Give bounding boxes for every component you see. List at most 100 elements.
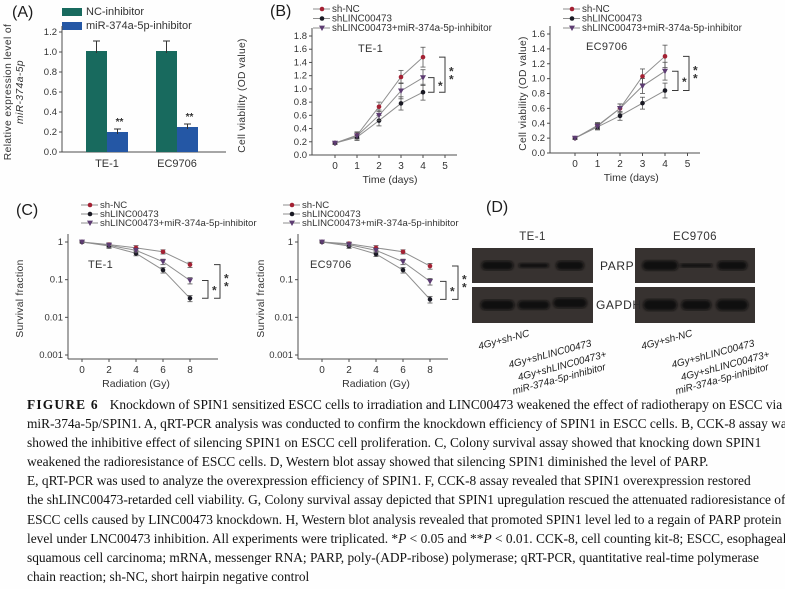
y-tick-label: 0.6 [44, 87, 57, 98]
y-axis-label: Survival fraction [15, 259, 26, 337]
x-tick-label: 4 [133, 365, 139, 376]
caption-text: P [483, 530, 492, 546]
x-tick-label: 3 [398, 161, 404, 172]
y-tick-label: 0.6 [532, 103, 545, 114]
data-point-circle [640, 74, 645, 79]
protein-band [556, 261, 585, 270]
significance-marker: * [224, 279, 229, 293]
significance-bracket [214, 264, 221, 299]
data-point-circle [662, 54, 668, 59]
data-point-circle [160, 249, 166, 255]
y-axis-label: Cell viability (OD value) [518, 36, 529, 151]
data-point-triangle [346, 242, 352, 248]
data-point-circle [569, 6, 575, 12]
data-point-triangle [373, 247, 379, 254]
significance-bracket [428, 77, 435, 93]
legend-label: shLINC00473 [302, 209, 361, 220]
panel-c-label: (C) [16, 202, 39, 219]
panel-a-bar-chart: NC-inhibitor miR-374a-5p-inhibitor 0.0 0.2 0… [3, 6, 226, 170]
panel-d-label: (D) [486, 199, 509, 216]
caption-line: chain reaction; sh-NC, short hairpin neg… [27, 569, 775, 588]
protein-label: GAPDH [596, 298, 642, 312]
significance-marker: * [693, 71, 698, 85]
data-point-triangle [662, 68, 668, 75]
panel-b-ec9706-line-chart: sh-NCshLINC00473shLINC00473+miR-374a-5p-… [518, 4, 743, 184]
x-axis-label: Radiation (Gy) [102, 378, 170, 390]
y-tick-label: 1.0 [294, 84, 307, 95]
y-axis-label: miR-374a-5p [15, 60, 26, 124]
data-point-circle [319, 16, 325, 21]
data-point-circle [427, 297, 433, 302]
x-axis-label: Time (days) [604, 172, 659, 184]
y-tick-label: 0.001 [269, 350, 293, 361]
panel-c-ec9706-survival-chart: sh-NCshLINC00473shLINC00473+miR-374a-5p-… [256, 200, 467, 390]
x-tick-label: 4 [373, 365, 379, 376]
legend-label: sh-NC [582, 4, 610, 15]
caption-line: level under LNC00473 inhibition. All exp… [27, 530, 785, 550]
protein-band [642, 260, 679, 271]
protein-band [716, 299, 749, 311]
legend-label: shLINC00473 [100, 209, 159, 220]
data-point-triangle [332, 140, 338, 147]
legend-label: shLINC00473 [582, 14, 642, 25]
caption-text: weakened the radioresistance of ESCC cel… [27, 454, 709, 470]
data-point-triangle [594, 123, 601, 130]
data-point-circle [187, 262, 193, 267]
data-point-triangle [133, 247, 139, 254]
legend-label: shLINC00473 [332, 14, 392, 25]
data-point-triangle [79, 239, 85, 245]
data-point-circle [289, 202, 295, 208]
data-point-circle [160, 267, 166, 273]
y-tick-label: 0.4 [294, 124, 307, 135]
data-point-triangle [187, 278, 193, 284]
x-tick-label: 4 [420, 161, 426, 172]
legend-label: sh-NC [302, 200, 329, 211]
x-tick-label: 8 [427, 365, 433, 376]
bar [107, 132, 128, 152]
significance-marker: ** [116, 117, 124, 128]
significance-marker: * [450, 284, 455, 298]
data-point-circle [640, 100, 645, 106]
significance-bracket [672, 70, 679, 92]
x-tick-label: 0 [79, 365, 85, 376]
significance-marker: * [449, 73, 454, 87]
protein-band [480, 300, 515, 310]
data-point-triangle [354, 133, 360, 139]
caption-text: chain reaction; sh-NC, short hairpin neg… [27, 568, 310, 584]
significance-marker: * [438, 79, 443, 93]
data-point-circle [420, 89, 426, 95]
caption-text: Knockdown of SPIN1 sensitized ESCC cells… [109, 397, 783, 412]
y-tick-label: 0.6 [294, 110, 307, 121]
x-tick-label: 4 [662, 159, 668, 170]
data-point-triangle [87, 220, 93, 226]
caption-text: ESCC cells caused by LINC00473 knockdown… [27, 511, 782, 527]
caption-line: showed the inhibitive effect of silencin… [27, 435, 775, 454]
data-point-triangle [639, 83, 646, 90]
y-tick-label: 1.2 [532, 59, 545, 70]
y-tick-label: 1 [288, 237, 293, 248]
data-point-triangle [427, 278, 433, 285]
x-tick-label: 0 [572, 159, 578, 170]
y-tick-label: 1.4 [532, 44, 545, 55]
x-axis-label: Time (days) [362, 174, 417, 186]
caption-line: weakened the radioresistance of ESCC cel… [27, 454, 775, 473]
lane-label: 4Gy+sh-NC [640, 328, 694, 352]
series-line [574, 55, 666, 139]
y-axis-label: Survival fraction [256, 259, 267, 337]
x-tick-label: 2 [346, 365, 352, 376]
x-tick-label: 1 [595, 159, 601, 170]
bar [156, 51, 177, 152]
data-point-circle [376, 104, 382, 110]
category-label: EC9706 [157, 158, 197, 170]
data-point-triangle [398, 88, 404, 94]
significance-marker: * [212, 283, 217, 297]
panel-b-te1-line-chart: sh-NCshLINC00473shLINC00473+miR-374a-5p-… [237, 4, 493, 186]
caption-text: E, qRT-PCR was used to analyze the overe… [27, 473, 751, 489]
chart-title: EC9706 [310, 259, 352, 271]
significance-bracket [440, 280, 447, 300]
category-label: TE-1 [95, 158, 119, 170]
legend-label: sh-NC [332, 4, 360, 15]
legend-label: shLINC00473+miR-374a-5p-inhibitor [332, 23, 493, 34]
cell-line-title: TE-1 [519, 231, 546, 243]
legend-swatch [62, 22, 82, 30]
